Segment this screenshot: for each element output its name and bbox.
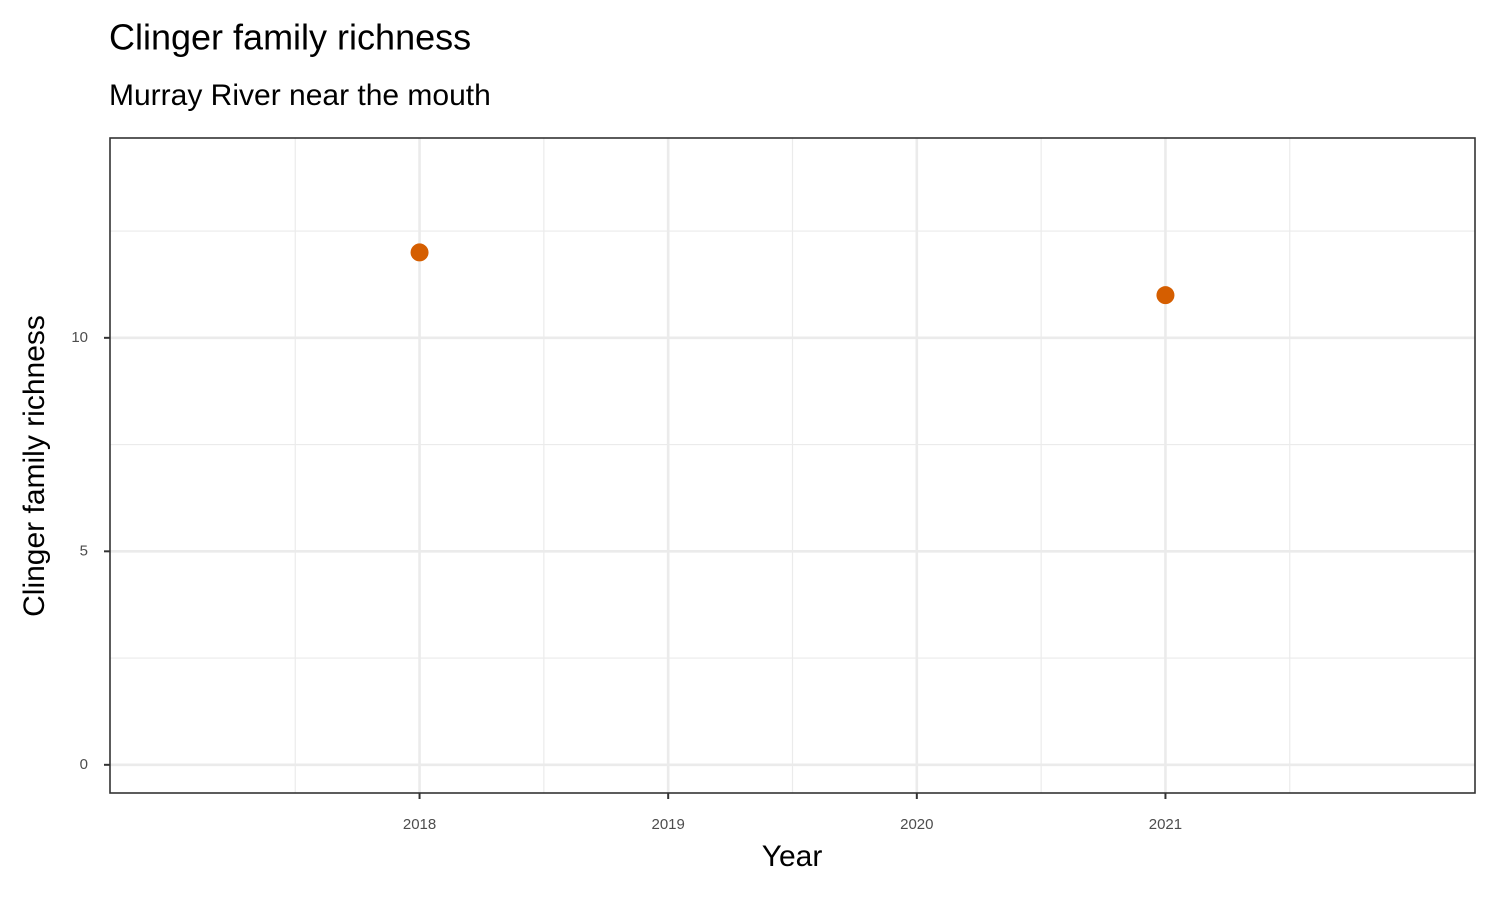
x-tick-label: 2018	[403, 816, 436, 833]
x-tick-label: 2020	[900, 816, 933, 833]
y-tick-label: 0	[80, 756, 88, 773]
point	[410, 243, 429, 262]
y-tick-label: 5	[80, 542, 88, 559]
y-axis-label: Clinger family richness	[18, 315, 51, 617]
y-tick-label: 10	[71, 329, 88, 346]
chart-subtitle: Murray River near the mouth	[109, 79, 491, 112]
x-tick-label: 2019	[651, 816, 684, 833]
point	[1156, 286, 1175, 305]
chart-title: Clinger family richness	[109, 17, 471, 58]
panel-border	[109, 137, 1476, 794]
x-axis-label: Year	[762, 840, 823, 873]
x-tick-label: 2021	[1149, 816, 1182, 833]
